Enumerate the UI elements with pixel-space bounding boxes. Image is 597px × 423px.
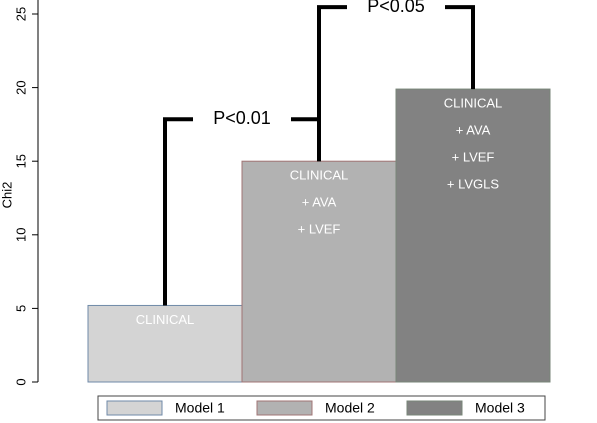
y-axis-label: Chi2 (0, 182, 14, 209)
bar-label: + LVEF (452, 150, 495, 165)
bar (241, 160, 397, 383)
legend-swatch (406, 400, 463, 416)
annotation: P<0.05 (367, 0, 425, 16)
bar-label: + LVGLS (447, 177, 499, 192)
bar-label: CLINICAL (290, 168, 349, 183)
legend-label: Model 1 (175, 400, 225, 416)
legend (97, 395, 546, 421)
bracket (317, 5, 475, 162)
legend-swatch (256, 400, 313, 416)
bar (87, 304, 243, 383)
y-tick-label: 0 (13, 378, 28, 385)
y-tick-label: 15 (13, 154, 28, 168)
annotation: P<0.01 (213, 108, 271, 128)
legend-swatch (106, 400, 163, 416)
bar-label: + LVEF (298, 222, 341, 237)
y-tick-label: 25 (13, 7, 28, 21)
legend-label: Model 3 (475, 400, 525, 416)
y-tick-label: 5 (13, 305, 28, 312)
bar-label: + AVA (456, 123, 491, 138)
legend-label: Model 2 (325, 400, 375, 416)
y-tick-label: 20 (13, 80, 28, 94)
bar-label: CLINICAL (444, 96, 503, 111)
bar-label: + AVA (302, 195, 337, 210)
y-tick-label: 10 (13, 228, 28, 242)
bar-label: CLINICAL (136, 312, 195, 327)
bar (395, 88, 551, 383)
